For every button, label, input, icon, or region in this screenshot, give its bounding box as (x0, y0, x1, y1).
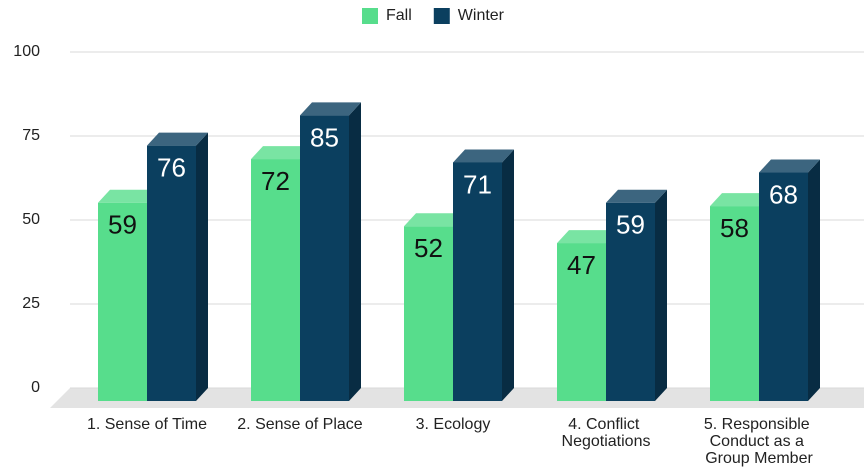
y-tick-label: 25 (22, 295, 40, 312)
bar-side (808, 159, 820, 401)
data-label: 59 (616, 210, 645, 240)
legend-swatch (362, 8, 378, 24)
data-label: 52 (414, 233, 443, 263)
bar-front (300, 115, 349, 402)
bar-top (147, 132, 208, 146)
data-label: 72 (261, 166, 290, 196)
bar-top (98, 189, 159, 203)
data-label: 76 (157, 153, 186, 183)
y-tick-label: 75 (22, 127, 40, 144)
bar-front (404, 226, 453, 401)
bar-top (404, 213, 465, 227)
bar-top (759, 159, 820, 173)
x-tick-label: 4. Conflict Negotiations (562, 416, 651, 450)
data-label: 68 (769, 179, 798, 209)
bar-front (557, 243, 606, 401)
bar-top (557, 230, 618, 244)
bar-top (710, 193, 771, 207)
bar (98, 189, 159, 401)
bar-top (251, 146, 312, 160)
x-tick-label: 5. Responsible Conduct as a Group Member (704, 416, 814, 467)
bar-front (606, 202, 655, 401)
y-tick-label: 0 (31, 379, 40, 396)
data-label: 58 (720, 213, 749, 243)
bar (147, 132, 208, 401)
legend-label: Fall (386, 7, 412, 24)
bar-top (453, 149, 514, 163)
bar-front (710, 206, 759, 401)
bar-side (502, 149, 514, 401)
bar-front (453, 162, 502, 401)
bar-side (196, 132, 208, 401)
bar-front (147, 145, 196, 401)
bar-top (606, 189, 667, 203)
y-tick-label: 100 (13, 43, 40, 60)
x-tick-label: 1. Sense of Time (87, 416, 207, 433)
legend-label: Winter (458, 7, 505, 24)
legend-swatch (433, 8, 450, 24)
bar-front (759, 172, 808, 401)
bar-side (655, 189, 667, 401)
bar-front (98, 202, 147, 401)
bar-front (251, 159, 300, 401)
bar (759, 159, 820, 401)
bar (606, 189, 667, 401)
data-label: 59 (108, 210, 137, 240)
bar-top (300, 102, 361, 116)
x-tick-label: 3. Ecology (416, 416, 491, 433)
data-label: 85 (310, 122, 339, 152)
data-label: 71 (463, 169, 492, 199)
data-label: 47 (567, 250, 596, 280)
bar-side (349, 102, 361, 402)
y-tick-label: 50 (22, 211, 40, 228)
x-tick-label: 2. Sense of Place (237, 416, 363, 433)
bar (300, 102, 361, 402)
bar (453, 149, 514, 401)
